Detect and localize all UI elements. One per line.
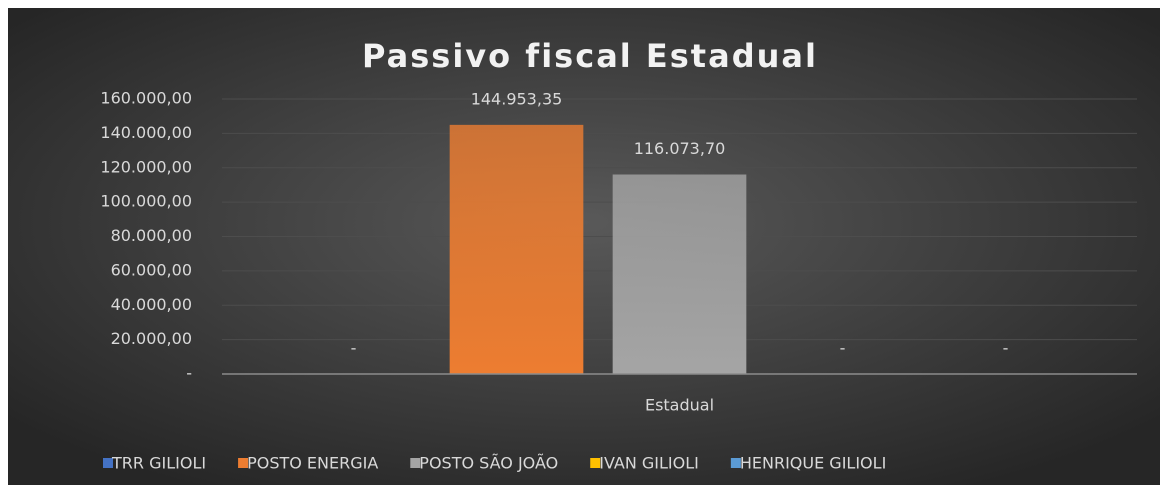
data-label: 144.953,35 [471,89,563,108]
y-tick-label: 60.000,00 [111,260,192,279]
chart-area [8,8,1160,485]
legend-label: HENRIQUE GILIOLI [740,454,886,473]
y-tick-label: 100.000,00 [100,192,192,211]
y-tick-label: 160.000,00 [100,89,192,108]
legend-swatch [410,458,421,468]
y-tick-label: 120.000,00 [100,157,192,176]
y-tick-label: 80.000,00 [111,226,192,245]
data-label: 116.073,70 [634,139,726,158]
legend-label: IVAN GILIOLI [599,454,699,473]
y-tick-label: 20.000,00 [111,329,192,348]
y-tick-label: 40.000,00 [111,295,192,314]
legend-label: POSTO ENERGIA [247,454,378,473]
chart-title: Passivo fiscal Estadual [362,37,818,75]
data-label: - [840,339,846,358]
legend-swatch [103,458,113,468]
bar [612,174,747,374]
data-label: - [1003,339,1009,358]
legend-label: POSTO SÃO JOÃO [419,454,558,473]
legend-swatch [590,458,601,468]
legend-swatch [730,458,741,468]
bar [449,124,584,375]
x-tick-label: Estadual [645,396,714,415]
data-label: - [351,339,357,358]
y-tick-label: 140.000,00 [100,123,192,142]
legend-label: TRR GILIOLI [111,454,206,473]
legend-swatch [238,458,249,468]
y-tick-label: - [186,364,192,383]
